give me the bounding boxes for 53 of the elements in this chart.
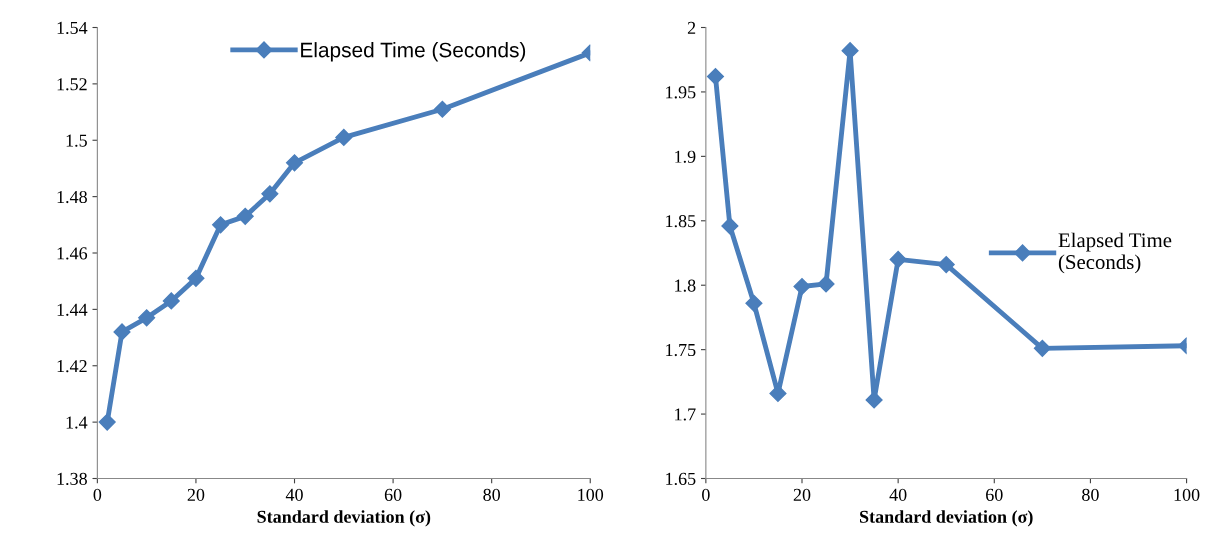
point xyxy=(793,277,811,296)
y-tick-label: 1.46 xyxy=(57,247,88,260)
y-tick-label: 1.5 xyxy=(66,134,87,147)
x-axis-title: Standard deviation (σ) xyxy=(860,510,1033,527)
point xyxy=(721,217,739,235)
x-tick-label: 60 xyxy=(384,488,402,501)
point xyxy=(1033,339,1051,357)
point xyxy=(937,256,955,274)
point xyxy=(98,413,116,431)
x-axis-title: Standard deviation (σ) xyxy=(257,510,431,527)
point xyxy=(187,269,205,287)
point xyxy=(162,292,180,310)
y-tick-label: 1.65 xyxy=(666,472,696,486)
point xyxy=(236,207,254,225)
point xyxy=(817,275,835,293)
x-tick-label: 40 xyxy=(285,488,303,501)
point xyxy=(335,128,353,146)
y-tick-label: 1.95 xyxy=(666,86,696,99)
y-tick-label: 2 xyxy=(687,21,696,34)
x-tick-label: 0 xyxy=(93,488,102,501)
x-tick-label: 20 xyxy=(187,488,205,501)
x-tick-label: 100 xyxy=(1174,488,1200,501)
point xyxy=(889,250,907,268)
x-tick-label: 20 xyxy=(793,488,811,501)
y-tick-label: 1.75 xyxy=(666,343,696,357)
point xyxy=(138,309,156,327)
x-tick-label: 60 xyxy=(986,488,1003,501)
x-tick-label: 80 xyxy=(483,488,501,501)
y-tick-label: 1.7 xyxy=(675,408,696,421)
x-tick-label: 40 xyxy=(889,488,907,501)
x-tick-label: 0 xyxy=(702,488,710,501)
y-tick-label: 1.48 xyxy=(57,190,87,204)
y-tick-label: 1.44 xyxy=(57,303,88,316)
point xyxy=(113,323,131,341)
point xyxy=(745,294,763,312)
y-tick-label: 1.54 xyxy=(57,21,88,35)
point xyxy=(261,185,279,203)
point xyxy=(433,100,451,118)
y-tick-label: 1.85 xyxy=(666,215,696,228)
point xyxy=(285,154,304,172)
x-tick-label: 80 xyxy=(1082,488,1099,501)
point xyxy=(706,67,725,86)
y-tick-label: 1.9 xyxy=(675,150,696,163)
y-tick-label: 1.8 xyxy=(675,279,696,292)
y-tick-label: 1.52 xyxy=(57,78,87,91)
x-tick-label: 100 xyxy=(578,488,604,501)
legend-label: Elapsed Time (Seconds) xyxy=(1058,232,1172,274)
y-tick-label: 1.4 xyxy=(66,416,88,429)
y-tick-label: 1.42 xyxy=(57,360,87,373)
point xyxy=(865,391,883,409)
point xyxy=(212,216,230,234)
legend-label: Elapsed Time (Seconds) xyxy=(301,42,526,62)
y-tick-label: 1.38 xyxy=(57,472,87,486)
